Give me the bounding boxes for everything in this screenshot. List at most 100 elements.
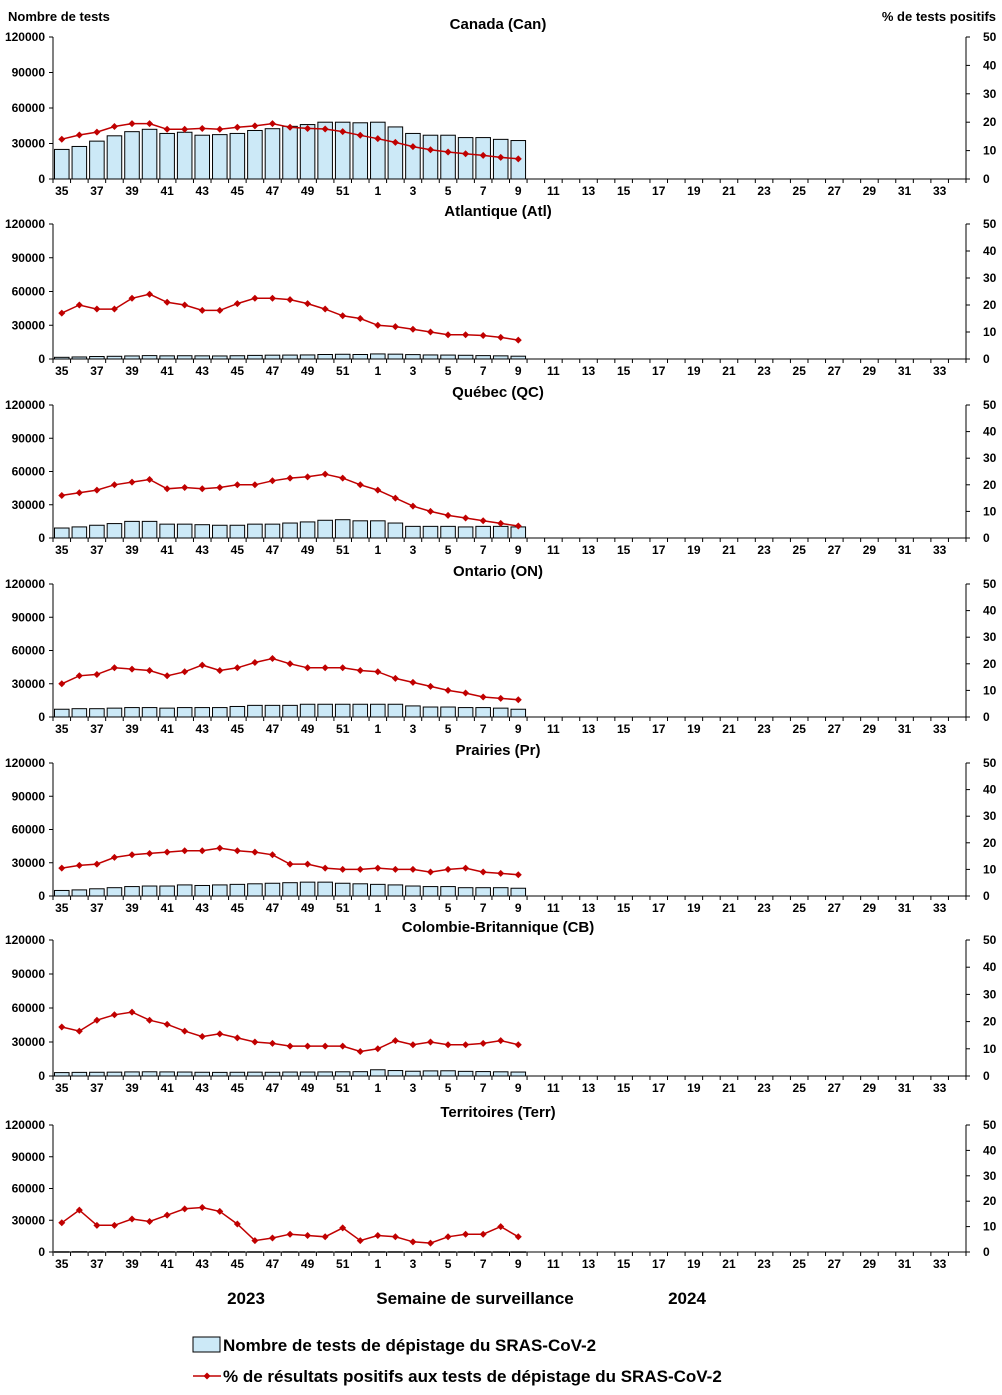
right-tick-label: 50 [983, 30, 997, 44]
x-tick-label: 7 [480, 184, 487, 198]
right-tick-label: 30 [983, 451, 997, 465]
right-tick-label: 40 [983, 960, 997, 974]
positivity-point [216, 1030, 224, 1038]
test-count-bar [317, 354, 333, 360]
test-count-bar [387, 353, 404, 360]
positivity-point [58, 680, 66, 688]
positivity-point [268, 1234, 276, 1242]
right-tick-label: 50 [983, 1118, 997, 1132]
x-tick-label: 37 [90, 184, 104, 198]
positivity-point [356, 1237, 364, 1245]
right-axis-title: % de tests positifs [882, 9, 996, 24]
x-tick-label: 47 [266, 184, 280, 198]
x-tick-label: 47 [266, 901, 280, 915]
x-tick-label: 17 [652, 543, 666, 557]
x-tick-label: 33 [933, 184, 947, 198]
test-count-bar [159, 523, 175, 539]
left-tick-label: 0 [38, 531, 45, 545]
x-tick-label: 31 [898, 184, 912, 198]
positivity-point [75, 489, 83, 497]
test-count-bar [212, 524, 228, 539]
x-tick-label: 39 [125, 1257, 139, 1271]
right-tick-label: 20 [983, 478, 997, 492]
test-count-bar [176, 523, 193, 539]
x-tick-label: 5 [445, 901, 452, 915]
right-tick-label: 50 [983, 217, 997, 231]
positivity-point [497, 153, 505, 161]
right-tick-label: 40 [983, 783, 997, 797]
x-tick-label: 31 [898, 1081, 912, 1095]
x-tick-label: 9 [515, 1081, 522, 1095]
test-count-bar [229, 132, 246, 180]
x-tick-label: 47 [266, 1081, 280, 1095]
positivity-point [93, 128, 101, 136]
x-tick-label: 3 [410, 543, 417, 557]
x-tick-label: 3 [410, 901, 417, 915]
test-count-bar [264, 1071, 281, 1077]
x-tick-label: 13 [582, 1081, 596, 1095]
test-count-bar [334, 703, 351, 718]
x-tick-label: 25 [793, 722, 807, 736]
test-count-bar [282, 882, 298, 897]
test-count-bar [475, 707, 491, 718]
test-count-bar [247, 883, 263, 897]
test-count-bar [194, 134, 211, 180]
left-tick-label: 60000 [12, 101, 46, 115]
x-tick-label: 31 [898, 901, 912, 915]
right-tick-label: 30 [983, 809, 997, 823]
positivity-point [426, 146, 434, 154]
positivity-point [216, 306, 224, 314]
x-tick-label: 41 [160, 184, 174, 198]
positivity-point [374, 1231, 382, 1239]
positivity-point [181, 1027, 189, 1035]
positivity-point [93, 1221, 101, 1229]
left-tick-label: 60000 [12, 285, 46, 299]
positivity-point [198, 661, 206, 669]
positivity-point [462, 689, 470, 697]
x-tick-label: 35 [55, 1257, 69, 1271]
positivity-point [93, 305, 101, 313]
positivity-point [233, 300, 241, 308]
test-count-bar [475, 1071, 491, 1077]
x-tick-label: 9 [515, 184, 522, 198]
positivity-point [268, 1039, 276, 1047]
right-tick-label: 10 [983, 504, 997, 518]
legend-bar-swatch [192, 1336, 221, 1353]
left-tick-label: 30000 [12, 137, 46, 151]
positivity-point [163, 1020, 171, 1028]
test-count-bar [71, 708, 88, 718]
x-tick-label: 23 [757, 543, 771, 557]
x-tick-label: 3 [410, 184, 417, 198]
positivity-point [58, 1023, 66, 1031]
x-tick-label: 33 [933, 543, 947, 557]
test-count-bar [106, 887, 123, 897]
right-tick-label: 50 [983, 577, 997, 591]
positivity-point [181, 301, 189, 309]
x-tick-label: 19 [687, 184, 701, 198]
test-count-bar [370, 121, 386, 180]
positivity-point [321, 305, 329, 313]
test-count-bar [440, 886, 456, 897]
positivity-point [321, 1042, 329, 1050]
right-tick-label: 10 [983, 862, 997, 876]
test-count-bar [492, 1071, 509, 1077]
test-count-bar [475, 525, 491, 539]
right-tick-label: 10 [983, 1042, 997, 1056]
positivity-point [286, 1042, 294, 1050]
right-tick-label: 10 [983, 325, 997, 339]
test-count-bar [422, 706, 439, 718]
legend: Nombre de tests de dépistage du SRAS-CoV… [192, 1336, 722, 1386]
test-count-bar [334, 353, 351, 360]
test-count-bar [159, 885, 175, 897]
test-count-bar [387, 522, 404, 539]
right-tick-label: 10 [983, 683, 997, 697]
x-tick-label: 35 [55, 184, 69, 198]
test-count-bar [264, 882, 281, 897]
right-tick-label: 30 [983, 630, 997, 644]
test-count-bar [440, 354, 456, 360]
test-count-bar [387, 884, 404, 897]
right-tick-label: 50 [983, 933, 997, 947]
panel-title: Canada (Can) [450, 16, 547, 33]
x-tick-label: 15 [617, 1257, 631, 1271]
x-tick-label: 37 [90, 722, 104, 736]
